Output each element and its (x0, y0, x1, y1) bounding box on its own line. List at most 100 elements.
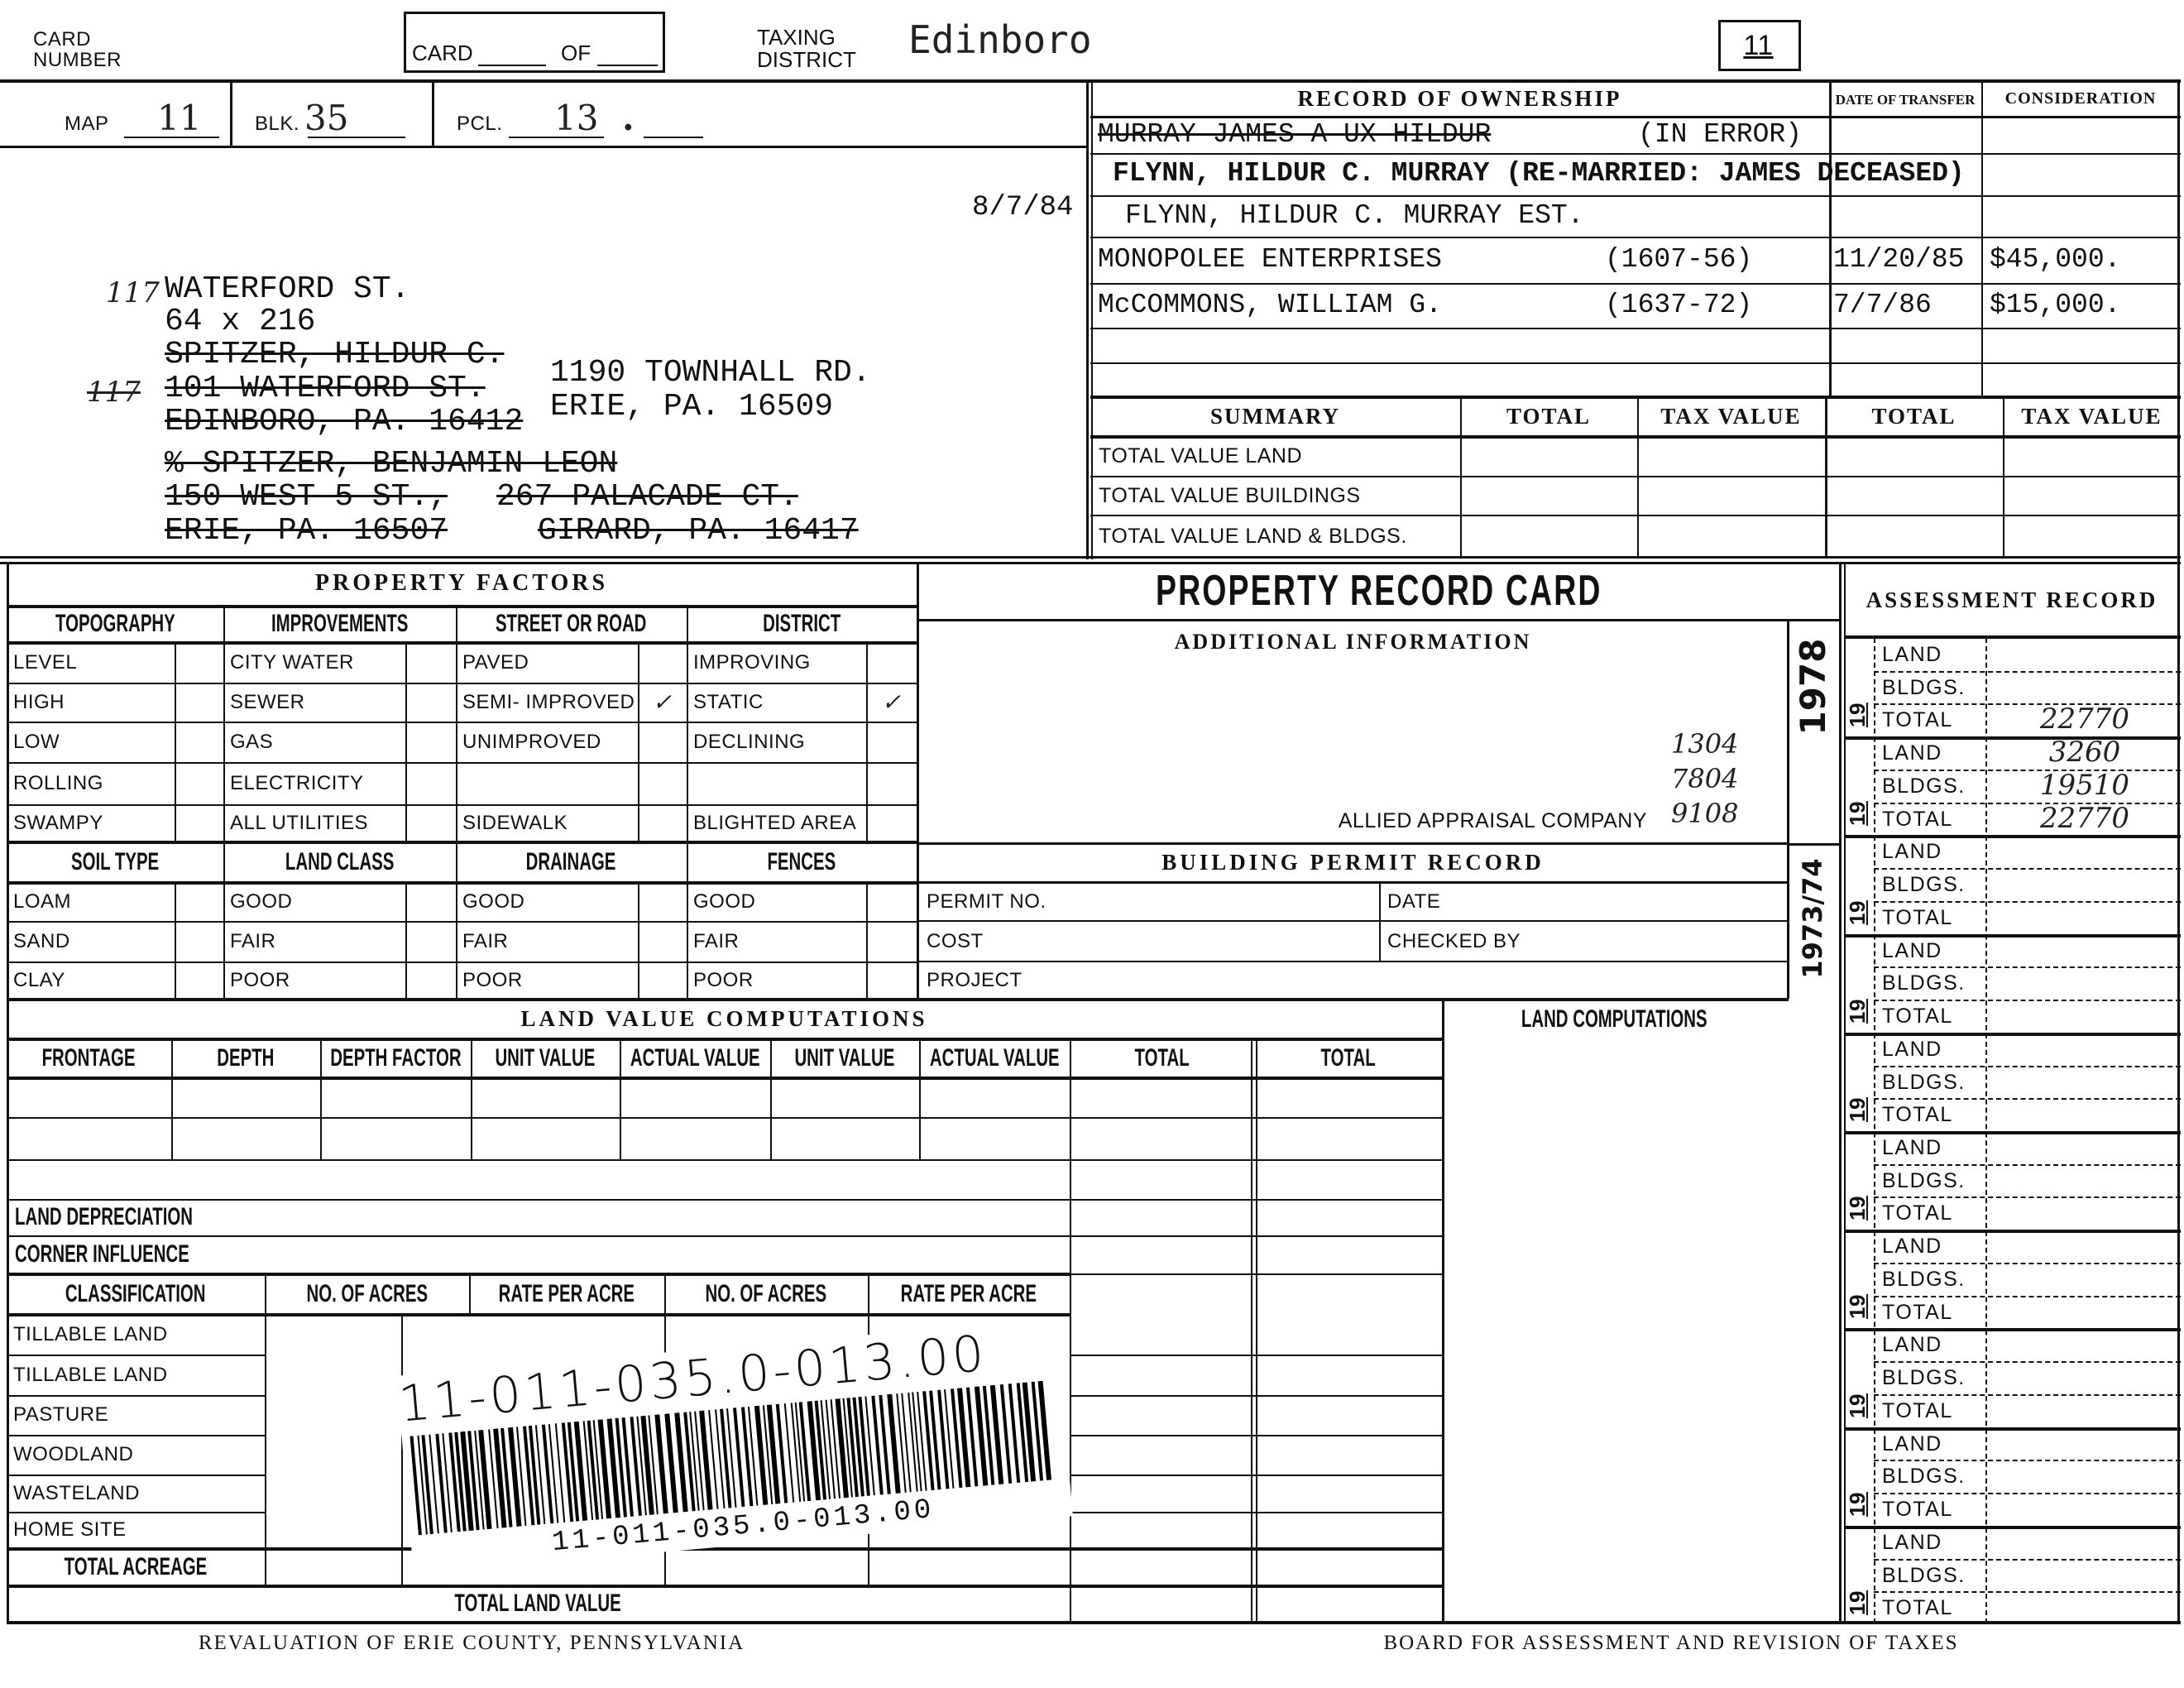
factor-item: DECLINING (693, 730, 806, 753)
land-value-header-text: FRONTAGE (42, 1043, 136, 1072)
factor-item: CITY WATER (230, 650, 354, 674)
checked-by-label: CHECKED BY (1387, 929, 1521, 952)
rule-line (1844, 1033, 2181, 1036)
assessment-row-label: TOTAL (1882, 1497, 1953, 1521)
rule-line (687, 605, 688, 999)
taxing-district-label: TAXING DISTRICT (757, 24, 856, 72)
permit-no-label: PERMIT NO. (927, 890, 1046, 913)
factor-item: HIGH (13, 690, 65, 713)
summary-row-label: TOTAL VALUE LAND (1099, 444, 1303, 468)
rule-line (1874, 703, 2181, 705)
rule-line (223, 605, 225, 999)
rule-line (7, 1199, 1442, 1201)
rule-line (320, 1038, 322, 1159)
address-date: 8/7/84 (972, 192, 1074, 224)
rule-line (7, 605, 917, 608)
rule-line (1874, 1066, 2181, 1067)
rule-line (1090, 153, 2181, 155)
rule-line (1844, 835, 2181, 838)
classification-header-text: NO. OF ACRES (306, 1279, 428, 1307)
rule-line (1070, 1395, 1442, 1397)
rule-line (1839, 562, 1842, 1623)
classification-header: RATE PER ACRE (469, 1273, 664, 1314)
land-value-header-text: UNIT VALUE (495, 1043, 596, 1072)
assessment-row-label: TOTAL (1882, 807, 1953, 831)
rule-line (1070, 1273, 1442, 1275)
owner-note: (1637-72) (1605, 289, 1753, 320)
factor-column-header: DISTRICT (687, 605, 917, 642)
soil-item: GOOD (693, 890, 756, 913)
rule-line (1090, 435, 2181, 439)
factor-item: SIDEWALK (462, 811, 568, 834)
summary-header: TOTAL (1506, 404, 1592, 429)
summary-header: TOTAL (1871, 404, 1956, 429)
address-alt-line: ERIE, PA. 16509 (550, 389, 834, 425)
consideration-amount: $15,000. (1990, 289, 2121, 320)
address-line: 101 WATERFORD ST. (165, 371, 486, 407)
rule-line (1844, 1230, 2181, 1233)
address-line: SPITZER, HILDUR C. (165, 337, 505, 373)
rule-line (919, 842, 1787, 845)
assessment-year-prefix: 19 (1845, 1492, 1870, 1517)
rule-line (2177, 81, 2180, 1623)
rule-line (1090, 116, 2181, 118)
rule-line (1256, 1038, 1257, 1623)
rule-line (124, 137, 219, 138)
rule-line (0, 556, 2181, 559)
assessment-row-label: BLDGS. (1882, 872, 1966, 896)
rule-line (7, 1435, 265, 1436)
rule-line (1442, 999, 1444, 1623)
rule-line (7, 1273, 1070, 1276)
address-alt-line: GIRARD, PA. 16417 (538, 513, 859, 549)
rule-line (1874, 1000, 2181, 1001)
rule-line (175, 642, 176, 842)
assessment-row-label: BLDGS. (1882, 1070, 1966, 1094)
soil-column-header-text: DRAINAGE (526, 847, 616, 875)
number-box (1718, 20, 1801, 71)
assessment-row-label: TOTAL (1882, 1300, 1953, 1324)
blk-value: 35 (304, 97, 349, 138)
assessment-value-total: 22770 (2039, 703, 2130, 736)
rule-line (1070, 1435, 1442, 1436)
rule-line (1874, 1263, 2181, 1264)
soil-item: POOR (693, 968, 754, 991)
factor-item: ALL UTILITIES (230, 811, 368, 834)
factor-column-header: IMPROVEMENTS (223, 605, 456, 642)
check-mark: ✓ (881, 688, 902, 716)
rule-line (1874, 966, 2181, 968)
soil-item: GOOD (230, 890, 293, 913)
factor-item: PAVED (462, 650, 529, 674)
soil-column-header-text: SOIL TYPE (70, 847, 160, 875)
rule-line (1844, 1328, 2181, 1331)
permit-date-label: DATE (1387, 890, 1441, 913)
address-line: WATERFORD ST. (165, 271, 410, 308)
land-depreciation-label-text: LAND DEPRECIATION (15, 1203, 193, 1231)
rule-line (7, 1159, 1442, 1161)
total-acreage-label-text: TOTAL ACREAGE (64, 1552, 208, 1580)
factor-item: SWAMPY (13, 811, 103, 834)
soil-item: LOAM (13, 890, 72, 913)
pcl-label: PCL. (457, 113, 503, 136)
card-number-label: CARD NUMBER (33, 27, 122, 71)
rule-line (175, 882, 176, 999)
classification-header: CLASSIFICATION (7, 1273, 265, 1314)
classification-row-label: WOODLAND (13, 1443, 134, 1466)
blk-label: BLK. (255, 113, 300, 136)
rule-line (1251, 1038, 1252, 1623)
classification-header-text: CLASSIFICATION (65, 1279, 206, 1307)
assessment-row-label: BLDGS. (1882, 1464, 1966, 1488)
rule-line (2003, 397, 2004, 557)
rule-line (1874, 1493, 2181, 1494)
rule-line (770, 1038, 772, 1159)
summary-header: SUMMARY (1209, 404, 1341, 429)
rule-line (638, 642, 639, 842)
rule-line (919, 920, 1787, 922)
address-line: ERIE, PA. 16507 (165, 513, 448, 549)
rule-line (1874, 1196, 2181, 1198)
rule-line (866, 882, 868, 999)
stamp-year-1973-74: 1973/74 (1797, 858, 1829, 979)
rule-line (1874, 901, 2181, 903)
owner-name: FLYNN, HILDUR C. MURRAY EST. (1125, 199, 1584, 231)
soil-item: FAIR (462, 929, 509, 952)
